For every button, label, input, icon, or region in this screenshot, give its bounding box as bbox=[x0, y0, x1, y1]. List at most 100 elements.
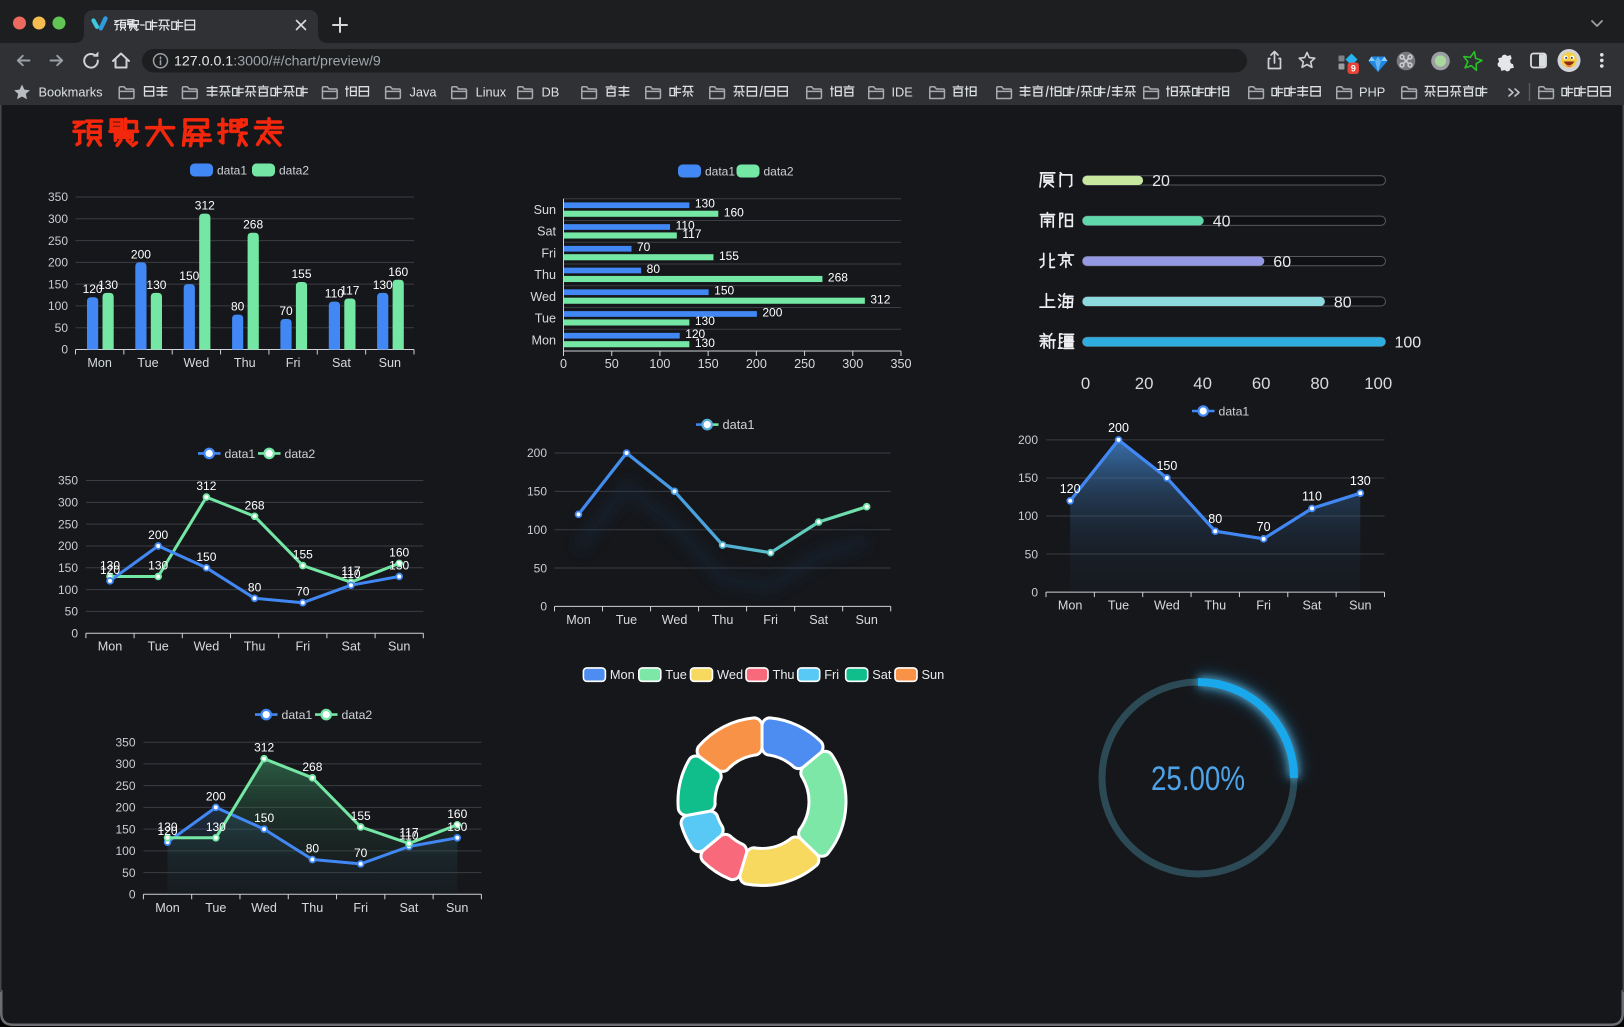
svg-text:70: 70 bbox=[1257, 520, 1271, 534]
svg-text:268: 268 bbox=[243, 218, 263, 232]
svg-text:130: 130 bbox=[447, 820, 467, 834]
svg-text:80: 80 bbox=[647, 262, 661, 276]
svg-text:130: 130 bbox=[1350, 474, 1371, 488]
svg-text:100: 100 bbox=[527, 523, 547, 537]
svg-text:80: 80 bbox=[1310, 374, 1329, 393]
svg-text:150: 150 bbox=[1156, 459, 1177, 473]
svg-text:data2: data2 bbox=[285, 447, 316, 461]
svg-text:data1: data1 bbox=[1219, 405, 1250, 419]
svg-text:0: 0 bbox=[71, 626, 78, 640]
svg-text:Sat: Sat bbox=[872, 667, 892, 682]
svg-text:150: 150 bbox=[48, 277, 68, 291]
svg-text:Wed: Wed bbox=[184, 356, 210, 370]
svg-text:data2: data2 bbox=[764, 164, 794, 178]
svg-text:50: 50 bbox=[1025, 547, 1039, 561]
svg-text:200: 200 bbox=[1108, 421, 1129, 435]
svg-text:160: 160 bbox=[447, 807, 467, 821]
svg-text:350: 350 bbox=[48, 190, 68, 204]
svg-text:150: 150 bbox=[196, 550, 216, 564]
svg-text:300: 300 bbox=[48, 212, 68, 226]
svg-text:100: 100 bbox=[58, 583, 78, 597]
svg-text:120: 120 bbox=[83, 282, 103, 296]
svg-text:Sun: Sun bbox=[922, 667, 945, 682]
svg-text:80: 80 bbox=[306, 842, 320, 856]
svg-text:130: 130 bbox=[146, 278, 166, 292]
svg-text:data1: data1 bbox=[225, 447, 256, 461]
svg-text:Sun: Sun bbox=[379, 356, 401, 370]
svg-text:300: 300 bbox=[58, 496, 78, 510]
svg-text:0: 0 bbox=[61, 343, 68, 357]
svg-text:100: 100 bbox=[115, 844, 135, 858]
svg-text:312: 312 bbox=[195, 199, 215, 213]
svg-text:130: 130 bbox=[148, 558, 168, 572]
svg-text:155: 155 bbox=[719, 249, 739, 263]
svg-text:50: 50 bbox=[55, 321, 69, 335]
svg-text:100: 100 bbox=[48, 299, 68, 313]
svg-text:0: 0 bbox=[1081, 374, 1090, 393]
svg-text:70: 70 bbox=[354, 846, 368, 860]
svg-text:Mon: Mon bbox=[155, 901, 180, 915]
svg-text:Wed: Wed bbox=[251, 901, 277, 915]
svg-text:130: 130 bbox=[695, 197, 715, 211]
svg-text:Mon: Mon bbox=[566, 613, 591, 627]
svg-text:9: 9 bbox=[1351, 64, 1356, 74]
svg-text:50: 50 bbox=[122, 866, 136, 880]
svg-text:Tue: Tue bbox=[137, 356, 158, 370]
svg-text:PHP: PHP bbox=[1359, 85, 1385, 100]
svg-text:150: 150 bbox=[714, 284, 734, 298]
svg-text:200: 200 bbox=[131, 247, 151, 261]
svg-text:155: 155 bbox=[291, 267, 311, 281]
svg-text:150: 150 bbox=[1018, 471, 1038, 485]
svg-text:data2: data2 bbox=[342, 708, 373, 722]
svg-text:Wed: Wed bbox=[662, 613, 688, 627]
svg-text:268: 268 bbox=[828, 271, 848, 285]
svg-text:117: 117 bbox=[341, 564, 360, 578]
svg-text:268: 268 bbox=[245, 498, 265, 512]
svg-text:Sun: Sun bbox=[388, 640, 410, 654]
svg-text:200: 200 bbox=[48, 256, 68, 270]
svg-text:Tue: Tue bbox=[665, 667, 687, 682]
svg-text:0: 0 bbox=[560, 357, 567, 371]
svg-text:Mon: Mon bbox=[610, 667, 635, 682]
svg-text:200: 200 bbox=[58, 539, 78, 553]
svg-text:250: 250 bbox=[48, 234, 68, 248]
svg-text:Sat: Sat bbox=[537, 225, 556, 239]
svg-text:Sun: Sun bbox=[446, 901, 468, 915]
svg-text:Tue: Tue bbox=[616, 613, 637, 627]
svg-text:130: 130 bbox=[98, 278, 118, 292]
svg-text:data1: data1 bbox=[705, 164, 735, 178]
svg-text:150: 150 bbox=[179, 269, 199, 283]
svg-text:130: 130 bbox=[158, 820, 178, 834]
svg-text:312: 312 bbox=[870, 292, 890, 306]
svg-text:Wed: Wed bbox=[717, 667, 743, 682]
svg-text:100: 100 bbox=[649, 357, 670, 371]
svg-text:Fri: Fri bbox=[763, 613, 778, 627]
svg-text:100: 100 bbox=[1018, 509, 1038, 523]
svg-text:Mon: Mon bbox=[98, 640, 123, 654]
svg-text:127.0.0.1: 127.0.0.1 bbox=[174, 54, 233, 70]
svg-text:Bookmarks: Bookmarks bbox=[39, 85, 103, 100]
svg-text:Mon: Mon bbox=[1058, 599, 1083, 613]
svg-text:Sat: Sat bbox=[342, 640, 361, 654]
svg-text:Wed: Wed bbox=[194, 640, 220, 654]
svg-text:155: 155 bbox=[351, 809, 371, 823]
svg-text:117: 117 bbox=[399, 825, 418, 839]
svg-text:117: 117 bbox=[682, 227, 701, 241]
svg-text:100: 100 bbox=[1395, 335, 1422, 352]
svg-text:Thu: Thu bbox=[1204, 599, 1226, 613]
svg-text:200: 200 bbox=[115, 801, 135, 815]
svg-text:Sun: Sun bbox=[1349, 599, 1371, 613]
svg-text:268: 268 bbox=[302, 760, 322, 774]
svg-text:110: 110 bbox=[325, 287, 344, 301]
svg-text:120: 120 bbox=[158, 824, 178, 838]
svg-text:50: 50 bbox=[605, 357, 619, 371]
svg-text:350: 350 bbox=[58, 474, 78, 488]
svg-text:Wed: Wed bbox=[1154, 599, 1180, 613]
svg-text:25.00%: 25.00% bbox=[1151, 760, 1245, 798]
svg-text:50: 50 bbox=[534, 561, 548, 575]
svg-text:20: 20 bbox=[1152, 173, 1170, 190]
svg-text:117: 117 bbox=[340, 284, 359, 298]
svg-text:0: 0 bbox=[129, 888, 136, 902]
svg-text:200: 200 bbox=[746, 357, 767, 371]
svg-text:80: 80 bbox=[1208, 512, 1222, 526]
